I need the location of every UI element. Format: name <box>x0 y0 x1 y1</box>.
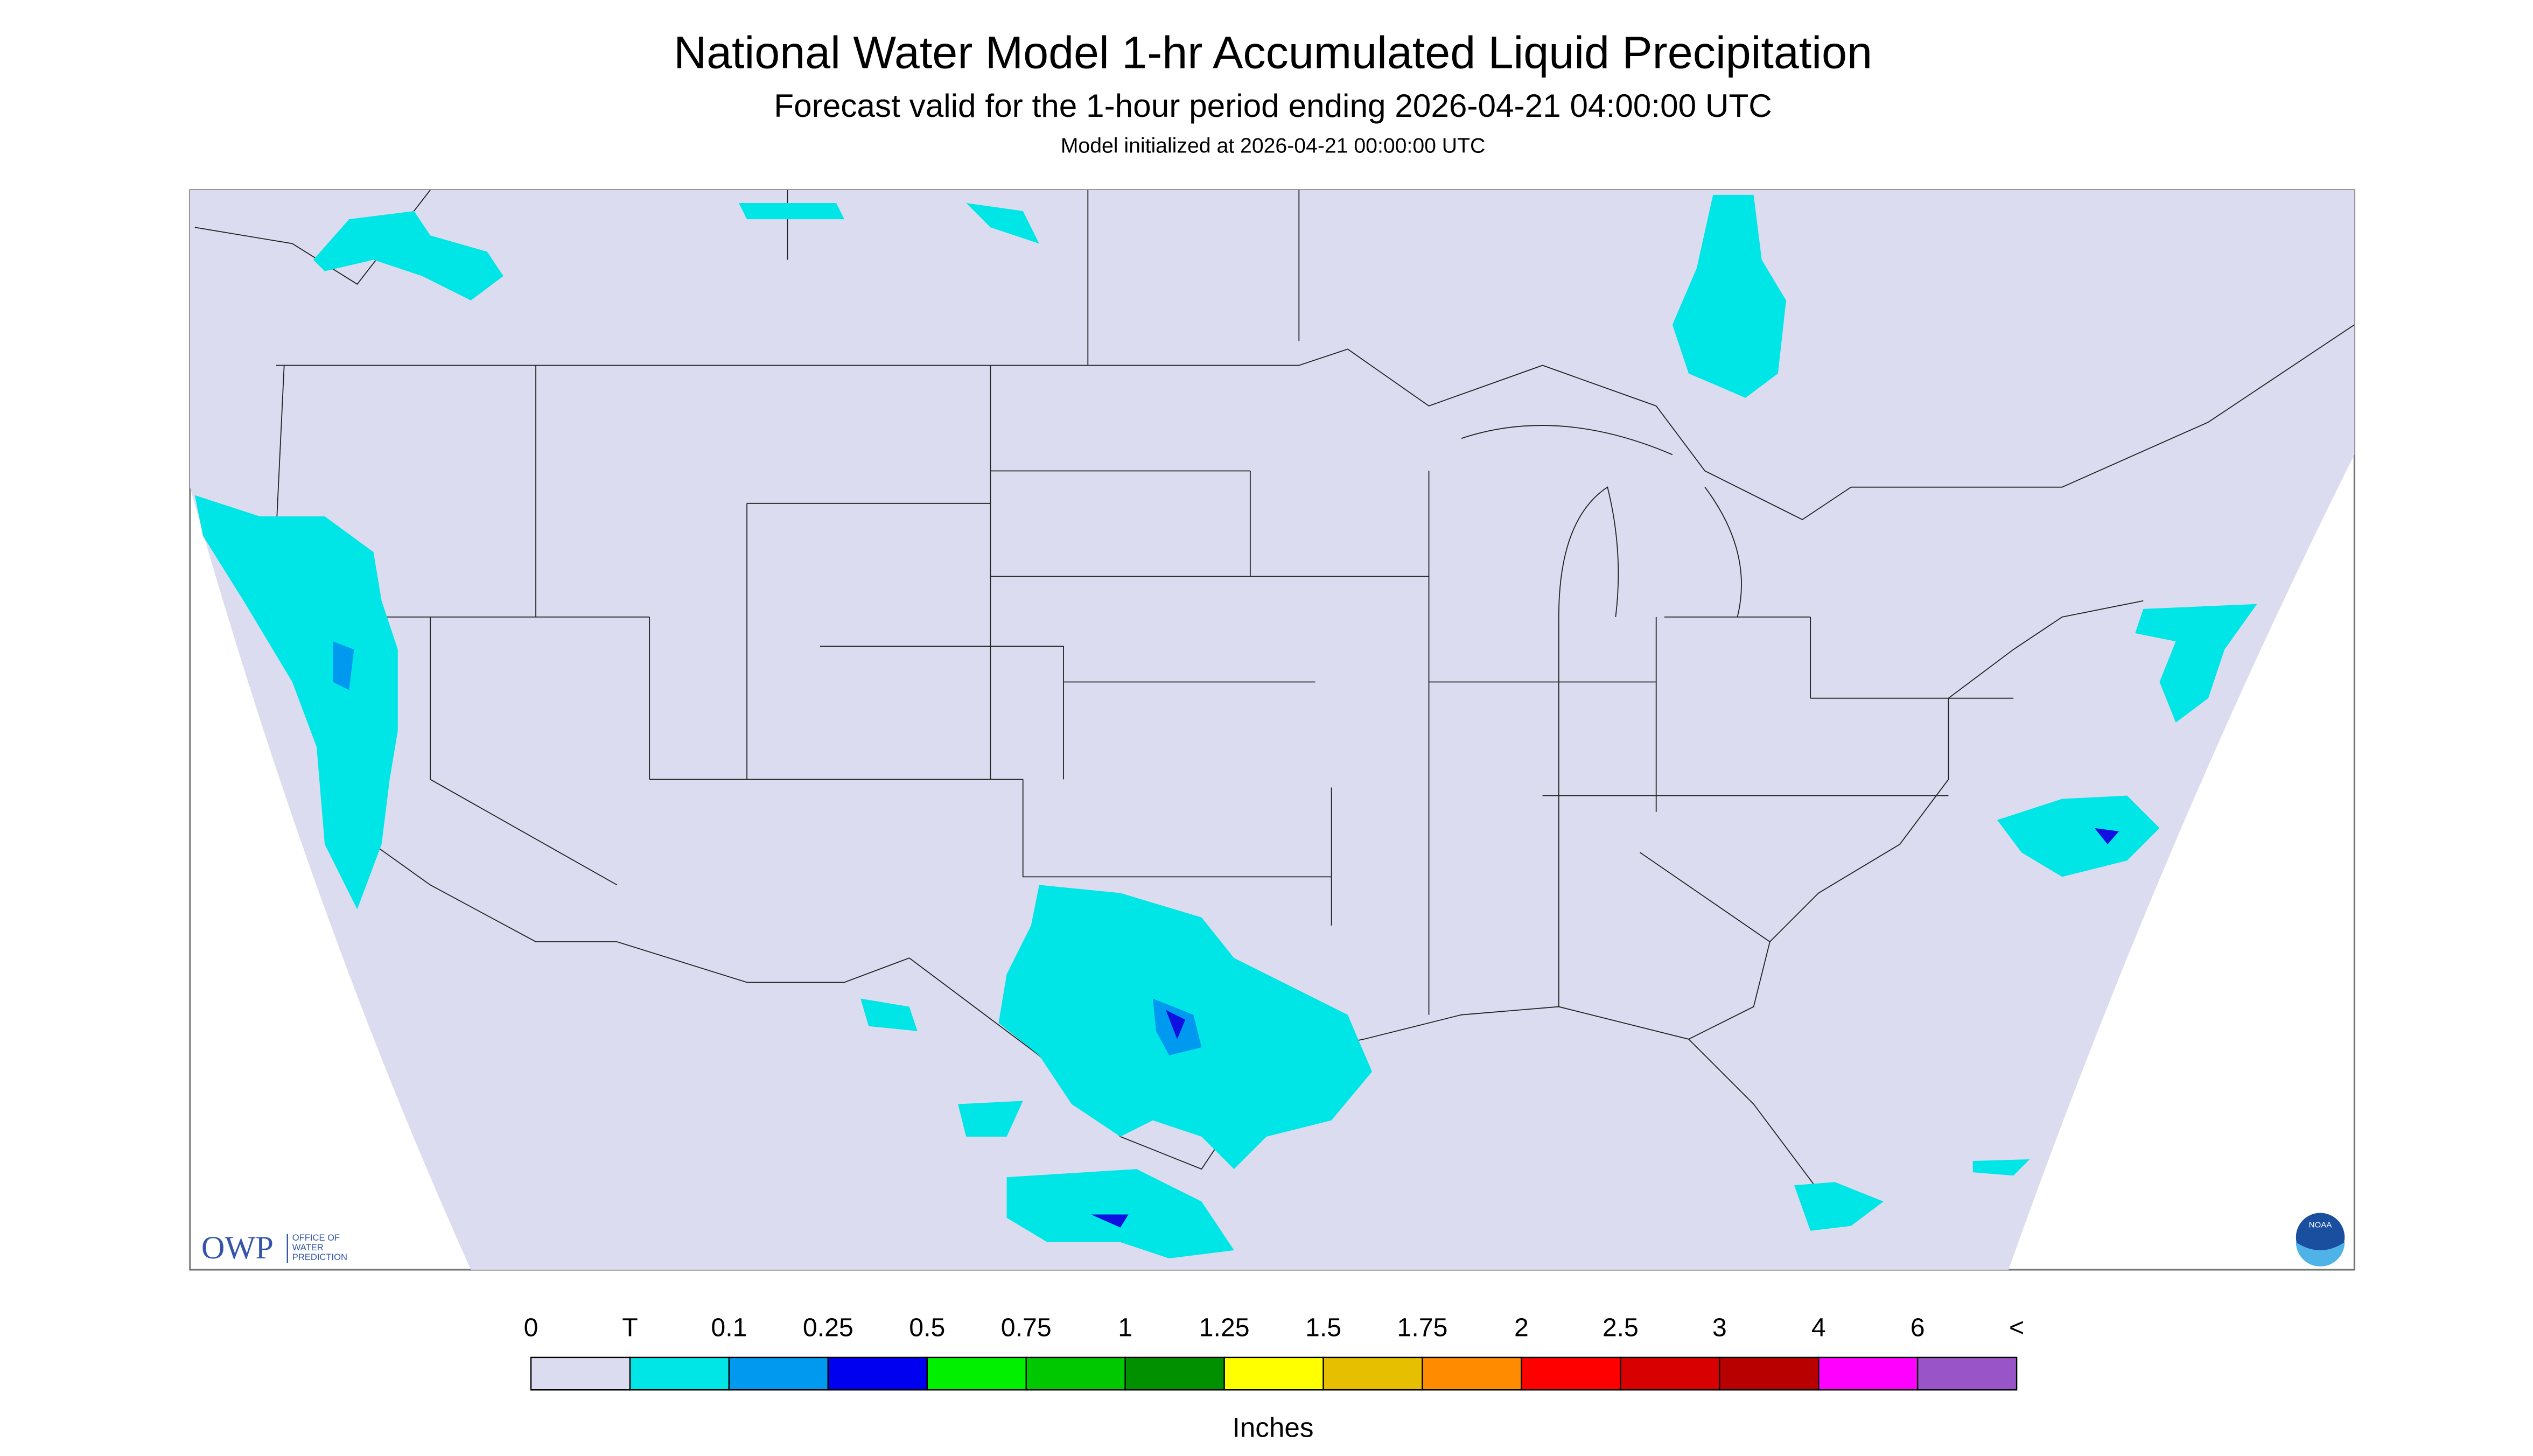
legend-swatch <box>530 1356 631 1391</box>
legend-swatch <box>629 1356 730 1391</box>
legend-label: 1.5 <box>1305 1313 1341 1342</box>
legend-label: T <box>622 1313 638 1342</box>
owp-logo: OWP <box>201 1230 274 1266</box>
map: OWP OFFICE OF WATER PREDICTION NOAA <box>189 189 2355 1271</box>
legend-swatch <box>1124 1356 1225 1391</box>
legend-label: 1 <box>1118 1313 1132 1342</box>
legend-swatch <box>1223 1356 1324 1391</box>
legend-swatch <box>728 1356 829 1391</box>
init-time: Model initialized at 2026-04-21 00:00:00… <box>1061 134 1486 157</box>
legend-label: 6 <box>1911 1313 1925 1342</box>
legend-units: Inches <box>1233 1412 1314 1443</box>
noaa-text: NOAA <box>2309 1221 2333 1230</box>
legend-swatch <box>1521 1356 1621 1391</box>
legend: 0 T 0.1 0.25 0.5 0.75 1 1.25 1.5 1.75 2 2.5 3 4 6 < <box>524 1313 2024 1391</box>
legend-label: 0.25 <box>803 1313 853 1342</box>
legend-label: 4 <box>1811 1313 1826 1342</box>
legend-label: 0.1 <box>711 1313 747 1342</box>
legend-label: 3 <box>1712 1313 1727 1342</box>
subtitle: Forecast valid for the 1-hour period end… <box>774 87 1772 124</box>
legend-swatch <box>1719 1356 1820 1391</box>
legend-label: 2 <box>1514 1313 1529 1342</box>
legend-label: 1.25 <box>1199 1313 1250 1342</box>
legend-swatch <box>1025 1356 1126 1391</box>
legend-label: 1.75 <box>1397 1313 1448 1342</box>
owp-office: OFFICE OF <box>292 1233 340 1243</box>
legend-label: 2.5 <box>1603 1313 1639 1342</box>
legend-label: < <box>2009 1313 2024 1342</box>
legend-swatch <box>1620 1356 1720 1391</box>
legend-swatch <box>1323 1356 1423 1391</box>
owp-office: WATER <box>292 1242 324 1252</box>
legend-swatch <box>827 1356 928 1391</box>
legend-swatch <box>1818 1356 1919 1391</box>
legend-label: 0.75 <box>1001 1313 1052 1342</box>
legend-label: 0 <box>524 1313 538 1342</box>
legend-swatch <box>1916 1356 2018 1391</box>
legend-swatch <box>926 1356 1027 1391</box>
legend-swatch <box>1422 1356 1522 1391</box>
precipitation <box>194 194 2257 1258</box>
owp-office: PREDICTION <box>292 1252 347 1262</box>
model-domain <box>190 190 2355 1270</box>
title: National Water Model 1-hr Accumulated Li… <box>674 27 1872 78</box>
legend-label: 0.5 <box>909 1313 945 1342</box>
